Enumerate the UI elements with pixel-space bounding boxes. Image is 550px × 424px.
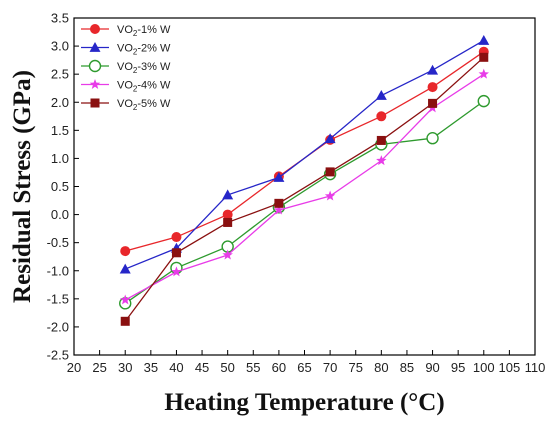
legend-item: VO2-3% W [81, 59, 171, 75]
legend-label: VO2-1% W [117, 24, 171, 38]
legend-marker [90, 98, 100, 108]
data-point [171, 248, 181, 258]
y-tick-label: -1.0 [47, 263, 69, 278]
x-tick-label: 90 [425, 360, 439, 375]
series-group [119, 34, 490, 326]
data-point [119, 263, 131, 274]
data-point [478, 68, 490, 79]
series-line [124, 73, 485, 301]
data-point [171, 266, 182, 277]
data-point [477, 94, 490, 108]
y-tick-label: 3.0 [51, 39, 69, 54]
y-tick-label: 3.5 [51, 11, 69, 26]
legend-marker [89, 42, 101, 52]
data-point [376, 135, 386, 145]
x-tick-label: 100 [473, 360, 495, 375]
x-tick-label: 30 [118, 360, 132, 375]
series-line [125, 51, 485, 252]
y-axis: -2.5 -2.0 -1.5 -1.0 -0.5 0.0 0.5 1.0 1.5 2.0 2.5 3.… [47, 11, 79, 363]
x-tick-label: 35 [144, 360, 158, 375]
x-tick-label: 110 [525, 360, 546, 375]
y-tick-label: -1.5 [47, 291, 69, 306]
legend-item: VO2-5% W [81, 98, 171, 112]
y-tick-label: 0.0 [51, 207, 69, 222]
legend-marker [88, 59, 102, 73]
x-tick-label: 20 [67, 360, 81, 375]
x-tick-label: 60 [272, 360, 286, 375]
data-point [273, 172, 285, 182]
legend-item: VO2-4% W [81, 79, 171, 94]
y-axis-title: Residual Stress (GPa) [9, 70, 36, 303]
x-tick-label: 105 [499, 360, 521, 375]
y-tick-label: -2.0 [47, 319, 69, 334]
y-tick-label: 1.0 [51, 151, 69, 166]
series-line [124, 56, 485, 322]
legend-label: VO2-3% W [117, 61, 171, 75]
x-tick-label: 40 [169, 360, 183, 375]
data-point [426, 131, 439, 145]
data-point [479, 52, 489, 62]
data-point [171, 232, 182, 243]
legend: VO2-1% W VO2-2% W VO2-3% W VO2-4% W VO2-5% W [81, 24, 171, 112]
x-tick-label: 50 [220, 360, 234, 375]
data-point [478, 34, 490, 45]
y-tick-label: 2.0 [51, 95, 69, 110]
legend-label: VO2-4% W [117, 80, 171, 94]
series-3 [119, 94, 490, 310]
data-point [222, 189, 234, 200]
x-tick-label: 55 [246, 360, 260, 375]
legend-marker [89, 79, 101, 89]
series-line [124, 39, 485, 270]
data-point [427, 64, 439, 75]
data-point [427, 82, 438, 93]
data-point [376, 111, 387, 122]
data-point [222, 209, 233, 220]
data-point [273, 204, 285, 215]
data-point [120, 316, 130, 326]
x-axis-title: Heating Temperature (°C) [164, 389, 444, 416]
data-point [222, 249, 233, 260]
x-tick-label: 25 [92, 360, 106, 375]
x-tick-label: 45 [195, 360, 209, 375]
x-tick-label: 85 [400, 360, 414, 375]
series-1 [120, 46, 489, 257]
x-axis: 20 25 30 35 40 45 50 55 60 65 70 75 80 85 90 95 100 105 11… [67, 350, 546, 375]
series-line [124, 100, 485, 304]
data-point [223, 217, 233, 227]
data-point [376, 155, 387, 166]
data-point [274, 198, 284, 208]
data-point [120, 246, 131, 257]
x-tick-label: 95 [451, 360, 465, 375]
data-point [119, 294, 131, 305]
data-point [324, 190, 336, 201]
x-tick-label: 80 [374, 360, 388, 375]
legend-item: VO2-1% W [81, 24, 171, 38]
y-tick-label: 2.5 [51, 67, 69, 82]
x-tick-label: 65 [297, 360, 311, 375]
series-5 [120, 52, 489, 326]
data-point [375, 90, 387, 100]
y-tick-label: -0.5 [47, 235, 69, 250]
y-tick-label: 1.5 [51, 123, 69, 138]
y-tick-label: 0.5 [51, 179, 69, 194]
x-tick-label: 70 [323, 360, 337, 375]
x-tick-label: 75 [348, 360, 362, 375]
legend-item: VO2-2% W [81, 42, 171, 57]
legend-label: VO2-2% W [117, 43, 171, 57]
data-point [324, 133, 336, 144]
legend-label: VO2-5% W [117, 98, 171, 112]
data-point [325, 167, 335, 177]
data-point [428, 98, 438, 108]
y-tick-label: -2.5 [47, 348, 69, 363]
legend-marker [90, 24, 100, 34]
